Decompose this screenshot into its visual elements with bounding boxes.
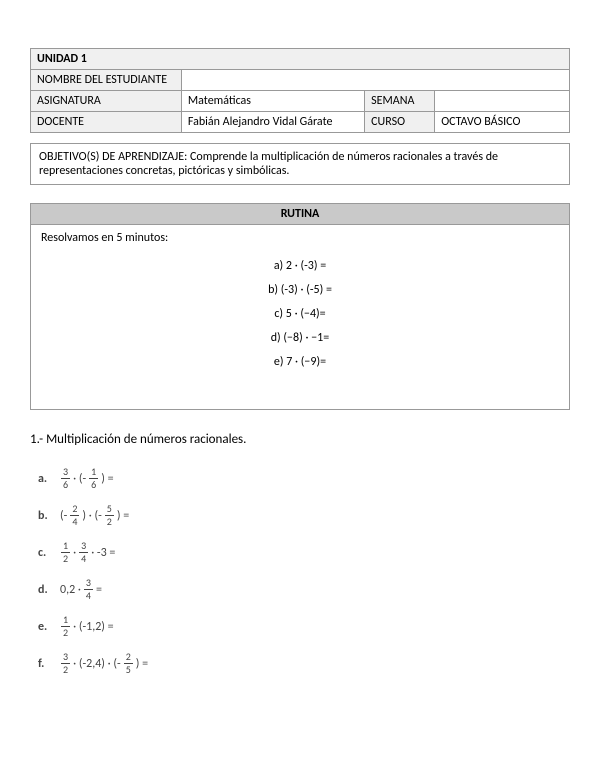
problem-expression: (-24) · (-52) =	[60, 504, 129, 527]
value-week	[435, 91, 570, 112]
problem-row: b.(-24) · (-52) =	[38, 504, 570, 527]
problem-row: a.36· (-16) =	[38, 467, 570, 490]
problem-expression: 32· (-2,4) · (-25) =	[60, 652, 148, 675]
rutina-item: e) 7 · (−9)=	[41, 355, 559, 369]
problem-row: e.12· (-1,2) =	[38, 615, 570, 638]
rutina-box: RUTINA Resolvamos en 5 minutos: a) 2 · (…	[30, 203, 570, 410]
fraction: 34	[84, 578, 93, 601]
value-course: OCTAVO BÁSICO	[435, 112, 570, 133]
fraction: 52	[105, 504, 114, 527]
fraction: 12	[61, 615, 70, 638]
problem-letter: d.	[38, 583, 60, 597]
problem-letter: e.	[38, 620, 60, 634]
problem-row: d.0,2 ·34=	[38, 578, 570, 601]
problem-row: f.32· (-2,4) · (-25) =	[38, 652, 570, 675]
fraction: 16	[89, 467, 98, 490]
fraction: 34	[79, 541, 88, 564]
value-subject: Matemáticas	[181, 91, 364, 112]
problem-expression: 36· (-16) =	[60, 467, 114, 490]
value-teacher: Fabián Alejandro Vidal Gárate	[181, 112, 364, 133]
problem-row: c.12·34· -3 =	[38, 541, 570, 564]
fraction: 24	[70, 504, 79, 527]
problem-expression: 12· (-1,2) =	[60, 615, 114, 638]
problem-letter: f.	[38, 657, 60, 671]
problem-letter: c.	[38, 546, 60, 560]
problem-letter: a.	[38, 472, 60, 486]
problem-expression: 0,2 ·34=	[60, 578, 102, 601]
label-student: NOMBRE DEL ESTUDIANTE	[31, 70, 182, 91]
problem-letter: b.	[38, 509, 60, 523]
fraction: 32	[61, 652, 70, 675]
fraction: 12	[61, 541, 70, 564]
rutina-item: b) (-3) · (-5) =	[41, 283, 559, 297]
rutina-item: a) 2 · (-3) =	[41, 259, 559, 273]
section1-problems: a.36· (-16) = b.(-24) · (-52) = c.12·34· -…	[30, 467, 570, 675]
label-week: SEMANA	[365, 91, 435, 112]
worksheet-header-table: UNIDAD 1 NOMBRE DEL ESTUDIANTE ASIGNATUR…	[30, 48, 570, 133]
fraction: 36	[61, 467, 70, 490]
objective-box: OBJETIVO(S) DE APRENDIZAJE: Comprende la…	[30, 143, 570, 185]
objective-label: OBJETIVO(S) DE APRENDIZAJE:	[39, 150, 187, 164]
rutina-item: c) 5 · (−4)=	[41, 307, 559, 321]
rutina-list: a) 2 · (-3) = b) (-3) · (-5) = c) 5 · (−4)…	[41, 259, 559, 369]
unit-title: UNIDAD 1	[31, 49, 570, 70]
fraction: 25	[124, 652, 133, 675]
rutina-item: d) (−8) · −1=	[41, 331, 559, 345]
value-student	[181, 70, 569, 91]
problem-expression: 12·34· -3 =	[60, 541, 115, 564]
label-teacher: DOCENTE	[31, 112, 182, 133]
section1-title: 1.- Multiplicación de números racionales…	[30, 432, 570, 447]
rutina-intro: Resolvamos en 5 minutos:	[41, 231, 559, 245]
label-course: CURSO	[365, 112, 435, 133]
rutina-title: RUTINA	[31, 204, 569, 225]
label-subject: ASIGNATURA	[31, 91, 182, 112]
